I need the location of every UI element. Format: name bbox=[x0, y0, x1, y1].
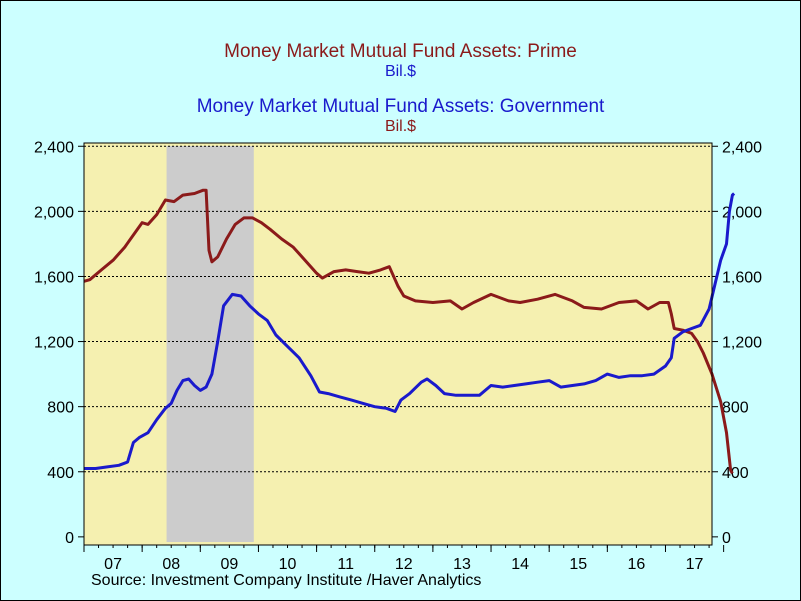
plot-border bbox=[83, 142, 713, 546]
x-tick-label: 15 bbox=[569, 556, 587, 573]
x-tick-label: 10 bbox=[279, 556, 297, 573]
source-note: Source: Investment Company Institute /Ha… bbox=[91, 572, 482, 589]
y-tick-label-left: 1,600 bbox=[34, 269, 74, 286]
x-tick-label: 13 bbox=[453, 556, 471, 573]
x-tick-label: 14 bbox=[511, 556, 529, 573]
y-tick-label-right: 0 bbox=[722, 530, 731, 547]
recession-band bbox=[166, 146, 254, 542]
y-tick-label-left: 2,000 bbox=[34, 204, 74, 221]
y-tick-label-right: 1,600 bbox=[722, 269, 762, 286]
y-tick-label-right: 1,200 bbox=[722, 335, 762, 352]
x-tick-label: 09 bbox=[220, 556, 238, 573]
x-tick-label: 12 bbox=[395, 556, 413, 573]
x-tick-label: 07 bbox=[104, 556, 122, 573]
chart-unit-prime: Bil.$ bbox=[384, 63, 417, 80]
series-line-government bbox=[84, 192, 736, 470]
y-tick-label-right: 2,000 bbox=[722, 204, 762, 221]
y-tick-label-right: 2,400 bbox=[722, 139, 762, 156]
y-tick-label-right: 800 bbox=[722, 400, 749, 417]
y-tick-label-left: 400 bbox=[47, 465, 74, 482]
chart-title-prime: Money Market Mutual Fund Assets: Prime bbox=[224, 41, 577, 62]
series-line-prime bbox=[83, 188, 734, 475]
x-tick-label: 17 bbox=[686, 556, 704, 573]
y-tick-label-left: 800 bbox=[47, 400, 74, 417]
x-tick-label: 11 bbox=[337, 556, 354, 573]
chart-title-government: Money Market Mutual Fund Assets: Governm… bbox=[196, 96, 605, 117]
y-tick-label-left: 0 bbox=[65, 530, 74, 547]
y-tick-label-left: 2,400 bbox=[34, 139, 74, 156]
chart-unit-government: Bil.$ bbox=[384, 118, 417, 135]
x-tick-label: 08 bbox=[162, 556, 180, 573]
x-tick-label: 16 bbox=[628, 556, 646, 573]
y-tick-label-right: 400 bbox=[722, 465, 749, 482]
y-tick-label-left: 1,200 bbox=[34, 335, 74, 352]
